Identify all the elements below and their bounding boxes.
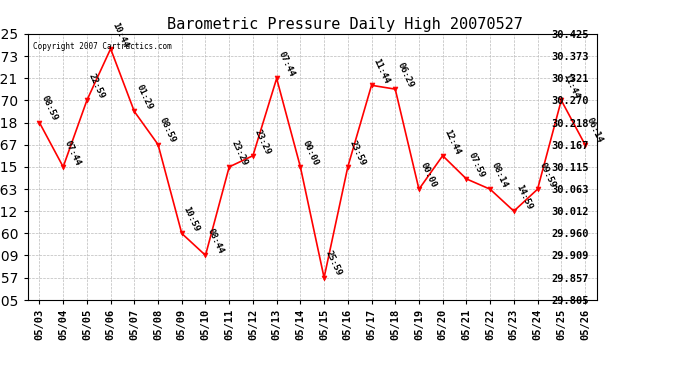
Text: 12:44: 12:44	[443, 128, 462, 156]
Text: 23:29: 23:29	[253, 128, 273, 156]
Text: 06:14: 06:14	[585, 116, 604, 144]
Text: 08:59: 08:59	[158, 116, 177, 144]
Text: 23:59: 23:59	[348, 139, 367, 167]
Text: 07:44: 07:44	[277, 50, 296, 78]
Text: 25:59: 25:59	[324, 249, 344, 278]
Text: 09:59: 09:59	[538, 161, 557, 189]
Text: 23:29: 23:29	[229, 139, 248, 167]
Text: 10:44: 10:44	[110, 21, 130, 49]
Text: 08:59: 08:59	[39, 94, 59, 123]
Text: 06:29: 06:29	[395, 61, 415, 89]
Text: 01:29: 01:29	[135, 83, 154, 111]
Text: 08:14: 08:14	[490, 161, 510, 189]
Text: Copyright 2007 Cartractics.com: Copyright 2007 Cartractics.com	[33, 42, 172, 51]
Text: 11:44: 11:44	[561, 72, 581, 100]
Text: 22:59: 22:59	[87, 72, 106, 100]
Text: Barometric Pressure Daily High 20070527: Barometric Pressure Daily High 20070527	[167, 17, 523, 32]
Text: 10:59: 10:59	[181, 205, 201, 234]
Text: 07:59: 07:59	[466, 151, 486, 179]
Text: 00:00: 00:00	[300, 139, 320, 167]
Text: 14:59: 14:59	[514, 183, 533, 211]
Text: 00:00: 00:00	[419, 161, 438, 189]
Text: 08:44: 08:44	[206, 227, 225, 255]
Text: 07:44: 07:44	[63, 139, 83, 167]
Text: 11:44: 11:44	[371, 57, 391, 85]
